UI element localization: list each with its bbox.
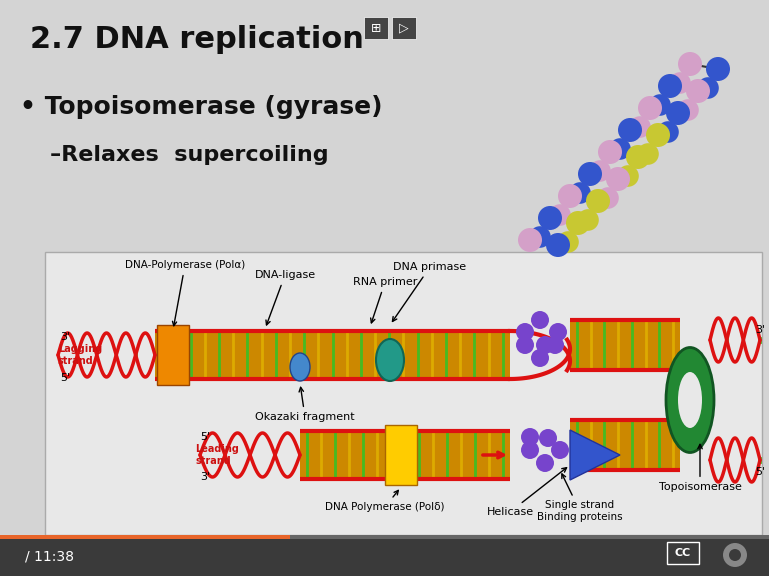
Circle shape <box>529 226 551 248</box>
Circle shape <box>646 123 670 147</box>
Circle shape <box>669 72 691 94</box>
FancyBboxPatch shape <box>364 17 388 39</box>
Text: –Relaxes  supercoiling: –Relaxes supercoiling <box>50 145 328 165</box>
Text: DNA primase: DNA primase <box>392 262 467 321</box>
Circle shape <box>521 428 539 446</box>
Circle shape <box>566 211 590 235</box>
Circle shape <box>649 94 671 116</box>
Circle shape <box>609 138 631 160</box>
Circle shape <box>697 77 719 99</box>
Bar <box>0 535 769 576</box>
FancyBboxPatch shape <box>392 17 416 39</box>
Circle shape <box>678 52 702 76</box>
Text: DNA Polymerase (Polδ): DNA Polymerase (Polδ) <box>325 490 444 512</box>
Bar <box>570 420 680 470</box>
Ellipse shape <box>290 353 310 381</box>
Circle shape <box>546 336 564 354</box>
Bar <box>385 425 417 485</box>
Bar <box>0 535 290 539</box>
Text: RNA primer: RNA primer <box>353 277 418 323</box>
Circle shape <box>666 101 690 125</box>
Circle shape <box>516 336 534 354</box>
Text: DNA-ligase: DNA-ligase <box>255 270 315 325</box>
Ellipse shape <box>376 339 404 381</box>
Polygon shape <box>570 430 620 480</box>
Circle shape <box>638 96 662 120</box>
Circle shape <box>539 429 557 447</box>
Bar <box>157 325 189 385</box>
Circle shape <box>658 74 682 98</box>
Text: 5': 5' <box>60 373 70 383</box>
Circle shape <box>516 323 534 341</box>
Circle shape <box>549 323 567 341</box>
Circle shape <box>558 184 582 208</box>
FancyBboxPatch shape <box>667 542 699 564</box>
Circle shape <box>598 187 619 209</box>
Circle shape <box>657 121 679 143</box>
Text: 2.7 DNA replication: 2.7 DNA replication <box>30 25 364 54</box>
Text: ⊞: ⊞ <box>371 21 381 35</box>
Text: DNA-Polymerase (Polα): DNA-Polymerase (Polα) <box>125 260 245 326</box>
Circle shape <box>589 160 611 182</box>
Circle shape <box>536 336 554 354</box>
Text: CC: CC <box>675 548 691 558</box>
Text: Single strand
Binding proteins: Single strand Binding proteins <box>538 474 623 522</box>
Circle shape <box>629 116 651 138</box>
Bar <box>300 431 510 479</box>
Circle shape <box>686 79 710 103</box>
Circle shape <box>586 189 610 213</box>
Circle shape <box>677 99 699 121</box>
Circle shape <box>518 228 542 252</box>
Circle shape <box>551 441 569 459</box>
Circle shape <box>521 441 539 459</box>
Circle shape <box>538 206 562 230</box>
Ellipse shape <box>666 347 714 453</box>
Bar <box>0 0 769 250</box>
Circle shape <box>549 204 571 226</box>
Circle shape <box>618 165 639 187</box>
FancyBboxPatch shape <box>45 252 762 535</box>
Circle shape <box>531 349 549 367</box>
Text: 5': 5' <box>755 467 765 477</box>
Bar <box>155 331 510 379</box>
Circle shape <box>536 454 554 472</box>
Bar <box>290 535 769 539</box>
Text: • Topoisomerase (gyrase): • Topoisomerase (gyrase) <box>20 95 382 119</box>
Circle shape <box>546 233 570 257</box>
Text: 3': 3' <box>755 325 765 335</box>
Ellipse shape <box>678 372 702 428</box>
Circle shape <box>578 209 599 231</box>
Text: Leading
strand: Leading strand <box>195 444 239 466</box>
Text: Okazaki fragment: Okazaki fragment <box>255 387 355 422</box>
Text: 3': 3' <box>60 332 70 342</box>
Bar <box>570 320 680 370</box>
Circle shape <box>618 118 642 142</box>
Text: 5': 5' <box>200 432 210 442</box>
Circle shape <box>706 57 730 81</box>
Circle shape <box>638 143 659 165</box>
Circle shape <box>626 145 650 169</box>
Text: 3': 3' <box>200 472 210 482</box>
Text: Lagging
strand: Lagging strand <box>58 344 102 366</box>
Circle shape <box>531 311 549 329</box>
Circle shape <box>729 549 741 561</box>
Circle shape <box>723 543 747 567</box>
Text: ▷: ▷ <box>399 21 409 35</box>
Circle shape <box>558 231 579 253</box>
Text: / 11:38: / 11:38 <box>25 550 74 564</box>
Circle shape <box>578 162 602 186</box>
Text: Helicase: Helicase <box>487 468 567 517</box>
Circle shape <box>606 167 630 191</box>
Circle shape <box>569 182 591 204</box>
Text: Topoisomerase: Topoisomerase <box>658 444 741 492</box>
Circle shape <box>598 140 622 164</box>
